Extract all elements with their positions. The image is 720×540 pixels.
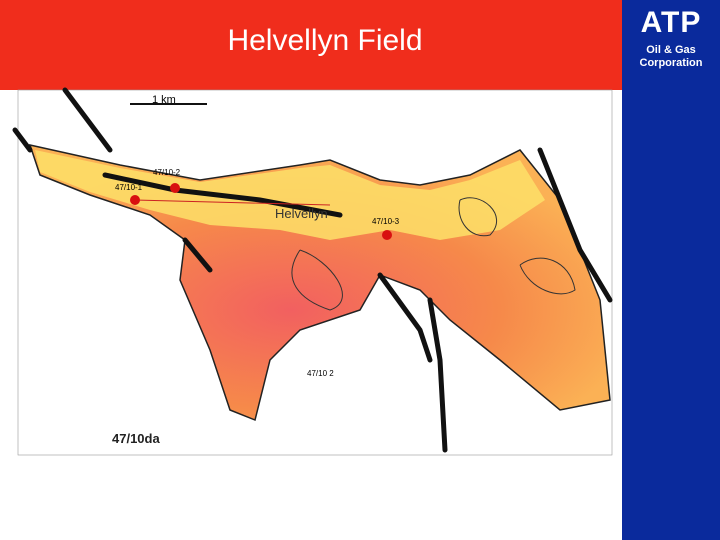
contours: [291, 197, 576, 311]
well-label: 47/10-3: [372, 217, 400, 226]
scale-label: 1 km: [152, 94, 176, 106]
field-label: Helvellyn: [275, 206, 328, 221]
well-path: [134, 199, 331, 206]
slide-title: Helvellyn Field: [227, 24, 423, 57]
logo: ATP: [640, 6, 702, 39]
well: [170, 183, 180, 193]
well-label: 47/10 2: [307, 369, 334, 378]
well-label: 47/10-1: [115, 183, 143, 192]
header-bar: Helvellyn Field: [0, 0, 622, 90]
side-panel: ATP Oil & Gas Corporation: [622, 0, 720, 540]
map: 1 km 47/10-1 47/10-2 47/10-3 47/10 2 Hel…: [12, 87, 613, 456]
faults: [12, 87, 613, 453]
logo-line: Corporation: [639, 57, 703, 69]
well-label: 47/10-2: [153, 168, 181, 177]
block-label: 47/10da: [112, 431, 160, 446]
crest-area: [35, 150, 545, 240]
well: [382, 230, 392, 240]
well: [130, 195, 140, 205]
logo-line: Oil & Gas: [646, 44, 696, 56]
